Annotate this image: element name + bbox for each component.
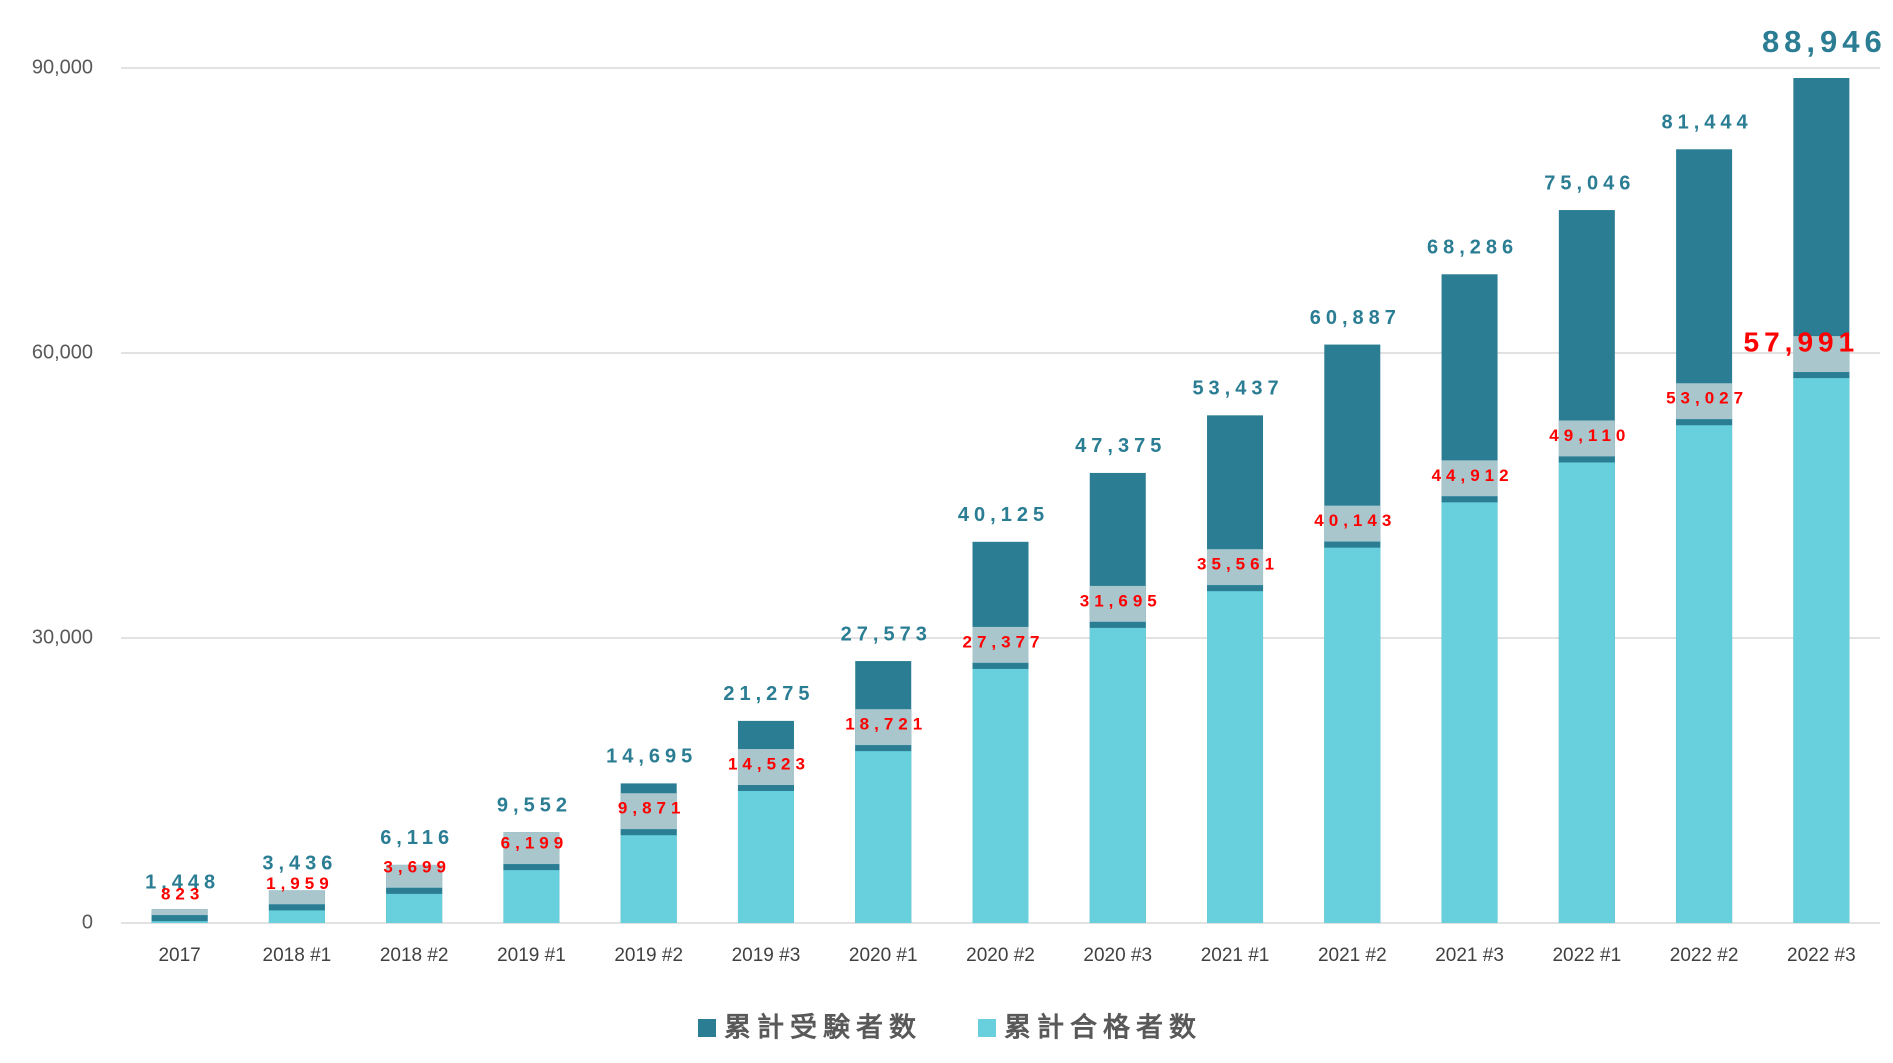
y-tick-label: 30,000 — [32, 626, 93, 648]
data-label: 75,046 — [1544, 172, 1635, 194]
bar — [737, 785, 794, 923]
bar-edge — [1558, 456, 1615, 463]
bar-edge — [503, 864, 560, 871]
label-backdrop — [1793, 336, 1850, 373]
y-tick-label: 90,000 — [32, 56, 93, 78]
x-tick-label: 2021 #1 — [1201, 945, 1270, 966]
bar-edge — [1324, 541, 1381, 548]
x-tick-label: 2018 #2 — [380, 945, 449, 966]
legend-swatch — [978, 1019, 996, 1037]
x-tick-label: 2020 #1 — [849, 945, 918, 966]
data-label: 49,110 — [1549, 426, 1630, 445]
label-backdrop — [151, 909, 208, 916]
data-label: 1,959 — [266, 874, 334, 893]
bar-edge — [620, 829, 677, 836]
data-label: 9,871 — [618, 799, 686, 818]
bar-edge — [1793, 372, 1850, 379]
bar-edge — [151, 915, 208, 922]
x-tick-label: 2021 #2 — [1318, 945, 1387, 966]
x-tick-label: 2021 #3 — [1435, 945, 1504, 966]
bar — [503, 864, 560, 923]
bar — [1793, 372, 1850, 923]
label-backdrop — [1207, 549, 1264, 586]
data-label: 14,695 — [606, 746, 697, 768]
data-label: 3,436 — [262, 853, 337, 875]
data-label: 47,375 — [1075, 435, 1166, 457]
data-label: 88,946 — [1762, 24, 1887, 59]
x-tick-label: 2017 — [158, 945, 200, 966]
y-tick-label: 0 — [82, 911, 93, 933]
data-label: 40,143 — [1314, 511, 1396, 530]
data-label: 27,573 — [841, 623, 932, 645]
y-tick-label: 60,000 — [32, 341, 93, 363]
bar-edge — [972, 662, 1029, 669]
bar-edge — [737, 785, 794, 792]
label-backdrop — [1558, 420, 1615, 457]
x-tick-label: 2020 #3 — [1083, 945, 1152, 966]
x-tick-label: 2019 #2 — [614, 945, 683, 966]
data-label: 81,444 — [1662, 112, 1753, 134]
bar-edge — [1441, 496, 1498, 503]
label-backdrop — [503, 832, 560, 865]
bar-edge — [1676, 419, 1733, 426]
data-label: 44,912 — [1432, 466, 1514, 485]
bar — [1324, 541, 1381, 923]
bar — [1207, 585, 1264, 923]
bar — [1089, 621, 1146, 923]
data-label: 60,887 — [1310, 307, 1401, 329]
data-label: 27,377 — [963, 632, 1045, 651]
bar — [1558, 456, 1615, 923]
x-tick-label: 2019 #1 — [497, 945, 566, 966]
legend-label: 累計合格者数 — [1004, 1012, 1202, 1044]
data-label: 1,448 — [145, 872, 220, 894]
data-label: 3,699 — [383, 857, 451, 876]
data-label: 21,275 — [723, 683, 814, 705]
x-tick-label: 2019 #3 — [732, 945, 801, 966]
bar — [1676, 419, 1733, 923]
data-label: 6,116 — [380, 827, 454, 849]
bar-edge — [386, 887, 443, 894]
label-backdrop — [1441, 460, 1498, 497]
label-backdrop — [620, 793, 677, 830]
data-label: 53,027 — [1666, 389, 1748, 408]
data-label: 53,437 — [1192, 378, 1283, 400]
bar-edge — [1089, 621, 1146, 628]
label-backdrop — [972, 626, 1029, 663]
bar-edge — [855, 745, 912, 752]
legend-label: 累計受験者数 — [724, 1012, 922, 1044]
data-label: 35,561 — [1197, 555, 1279, 574]
bar-edge — [268, 904, 325, 911]
legend-swatch — [698, 1019, 716, 1037]
x-tick-label: 2018 #1 — [263, 945, 332, 966]
data-label: 14,523 — [728, 755, 810, 774]
bar — [972, 662, 1029, 923]
x-tick-label: 2020 #2 — [966, 945, 1035, 966]
data-label: 31,695 — [1080, 591, 1162, 610]
x-tick-label: 2022 #3 — [1787, 945, 1856, 966]
label-backdrop — [1676, 383, 1733, 420]
data-label: 68,286 — [1427, 237, 1518, 259]
data-label: 57,991 — [1744, 326, 1860, 357]
x-tick-label: 2022 #1 — [1552, 945, 1621, 966]
data-label: 18,721 — [845, 715, 927, 734]
label-backdrop — [386, 864, 443, 888]
label-backdrop — [1089, 585, 1146, 622]
data-label: 9,552 — [497, 795, 572, 817]
bar — [855, 745, 912, 923]
label-backdrop — [1324, 505, 1381, 542]
label-backdrop — [268, 890, 325, 905]
label-backdrop — [737, 749, 794, 786]
label-backdrop — [855, 709, 912, 746]
bar-edge — [1207, 585, 1264, 592]
bar — [1441, 496, 1498, 923]
x-tick-label: 2022 #2 — [1670, 945, 1739, 966]
bar — [620, 829, 677, 923]
data-label: 6,199 — [501, 834, 569, 853]
data-label: 40,125 — [958, 504, 1049, 526]
data-label: 823 — [161, 885, 204, 904]
